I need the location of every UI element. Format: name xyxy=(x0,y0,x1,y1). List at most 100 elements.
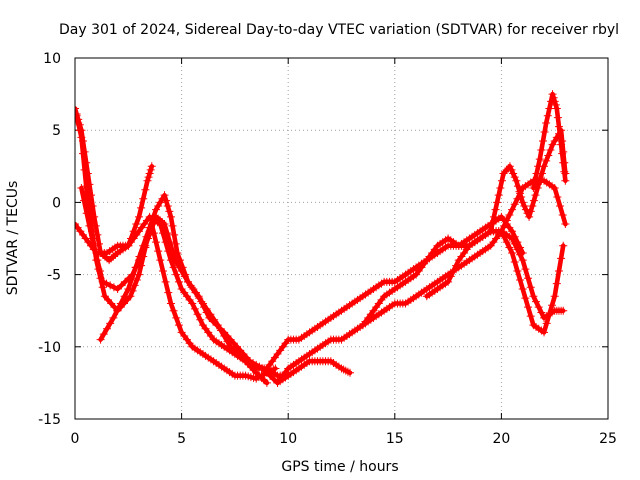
data-point-marker xyxy=(148,214,157,223)
data-point-marker xyxy=(75,111,81,120)
data-point-marker xyxy=(178,263,187,272)
y-tick-label: -10 xyxy=(38,340,61,356)
data-point-marker xyxy=(143,176,152,185)
data-point-marker xyxy=(521,265,530,274)
data-point-marker xyxy=(139,194,148,203)
data-point-marker xyxy=(557,254,566,263)
data-point-marker xyxy=(113,285,122,294)
data-point-marker xyxy=(530,176,539,185)
data-point-marker xyxy=(135,252,144,261)
data-point-marker xyxy=(500,232,509,241)
data-point-marker xyxy=(181,270,190,279)
data-point-marker xyxy=(193,310,202,319)
data-point-marker xyxy=(502,216,511,225)
data-point-marker xyxy=(341,366,350,375)
data-point-marker xyxy=(510,239,519,248)
data-point-marker xyxy=(154,247,163,256)
data-point-marker xyxy=(489,212,498,221)
data-point-marker xyxy=(132,276,141,285)
data-point-marker xyxy=(158,266,167,275)
data-point-marker xyxy=(88,234,97,243)
data-point-marker xyxy=(496,183,505,192)
data-point-marker xyxy=(505,162,514,171)
data-point-marker xyxy=(491,205,500,214)
x-tick-label: 20 xyxy=(492,431,510,447)
data-point-marker xyxy=(171,239,180,248)
data-point-marker xyxy=(130,281,139,290)
data-point-marker xyxy=(561,220,570,229)
data-point-marker xyxy=(121,277,130,286)
data-point-marker xyxy=(449,266,458,275)
data-point-marker xyxy=(132,220,141,229)
data-point-marker xyxy=(339,365,348,374)
data-point-marker xyxy=(77,183,86,192)
data-point-marker xyxy=(486,227,495,236)
data-point-marker xyxy=(102,279,111,288)
data-point-marker xyxy=(96,335,105,344)
data-point-marker xyxy=(505,243,514,252)
series-track-4 xyxy=(77,183,271,387)
data-point-marker xyxy=(452,261,461,270)
data-point-marker xyxy=(165,238,174,247)
data-point-marker xyxy=(542,156,551,165)
data-point-marker xyxy=(173,248,182,257)
data-point-marker xyxy=(145,223,154,232)
data-point-marker xyxy=(546,146,555,155)
y-tick-labels: 10 5 0 -5 -10 -15 xyxy=(38,51,61,428)
data-point-marker xyxy=(262,378,271,387)
data-point-marker xyxy=(560,167,569,176)
data-point-marker xyxy=(109,313,118,322)
data-point-marker xyxy=(537,146,546,155)
data-point-marker xyxy=(75,104,79,113)
data-point-marker xyxy=(142,232,151,241)
data-point-marker xyxy=(540,128,549,137)
data-point-marker xyxy=(529,196,538,205)
data-point-marker xyxy=(504,164,513,173)
data-point-marker xyxy=(542,319,551,328)
data-point-marker xyxy=(499,169,508,178)
data-point-marker xyxy=(120,292,129,301)
data-point-marker xyxy=(165,207,174,216)
data-point-marker xyxy=(531,191,540,200)
data-point-marker xyxy=(145,169,154,178)
data-point-marker xyxy=(156,216,165,225)
data-point-marker xyxy=(548,140,557,149)
data-point-marker xyxy=(559,158,568,167)
data-point-marker xyxy=(160,220,169,229)
data-point-marker xyxy=(556,131,565,140)
data-point-marker xyxy=(156,198,165,207)
data-point-marker xyxy=(199,303,208,312)
data-point-marker xyxy=(154,202,163,211)
y-tick-label: -5 xyxy=(47,268,61,284)
data-point-marker xyxy=(109,283,118,292)
data-point-marker xyxy=(75,118,83,127)
data-point-marker xyxy=(446,272,455,281)
data-point-marker xyxy=(554,122,563,131)
y-tick-label: 5 xyxy=(52,123,61,139)
data-point-marker xyxy=(534,303,543,312)
data-point-marker xyxy=(82,209,91,218)
data-point-marker xyxy=(518,285,527,294)
data-point-marker xyxy=(513,245,522,254)
data-point-marker xyxy=(82,182,91,191)
data-point-marker xyxy=(550,97,559,106)
data-point-marker xyxy=(99,330,108,339)
data-point-marker xyxy=(174,321,183,330)
data-point-marker xyxy=(524,303,533,312)
data-point-marker xyxy=(515,187,524,196)
plot-frame xyxy=(74,57,609,420)
x-tick-label: 0 xyxy=(71,431,80,447)
data-point-marker xyxy=(85,221,94,230)
data-point-marker xyxy=(513,266,522,275)
data-point-marker xyxy=(80,196,89,205)
data-point-marker xyxy=(162,196,171,205)
data-point-marker xyxy=(513,182,522,191)
data-point-marker xyxy=(216,324,225,333)
data-point-marker xyxy=(160,191,169,200)
data-point-marker xyxy=(197,297,206,306)
data-point-marker xyxy=(510,257,519,266)
x-tick-label: 15 xyxy=(386,431,404,447)
data-point-marker xyxy=(526,312,535,321)
data-point-marker xyxy=(139,241,148,250)
data-point-marker xyxy=(508,227,517,236)
